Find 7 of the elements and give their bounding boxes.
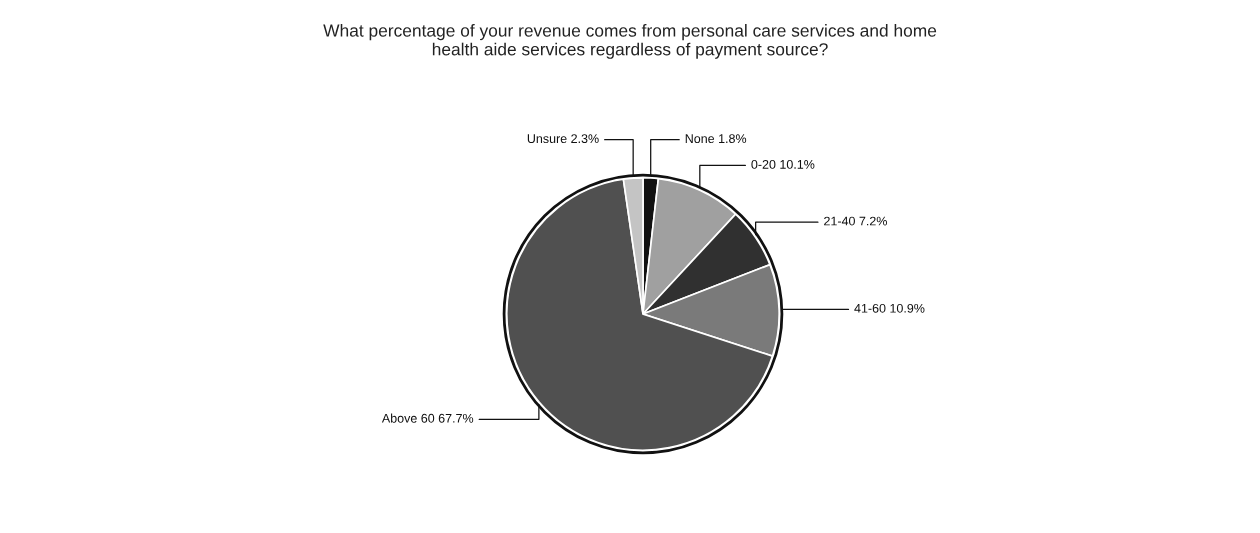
slice-label: Above 60 67.7%	[381, 413, 474, 423]
slice-label: 21-40 7.2%	[824, 216, 887, 226]
slice-label: Unsure 2.3%	[527, 134, 599, 144]
slice-label: 41-60 10.9%	[854, 303, 925, 313]
slice-label: 0-20 10.1%	[751, 159, 815, 169]
chart-title: What percentage of your revenue comes from personal care services and home health aide services regardless of payment source?	[323, 23, 937, 59]
slice-label: None 1.8%	[685, 134, 747, 144]
